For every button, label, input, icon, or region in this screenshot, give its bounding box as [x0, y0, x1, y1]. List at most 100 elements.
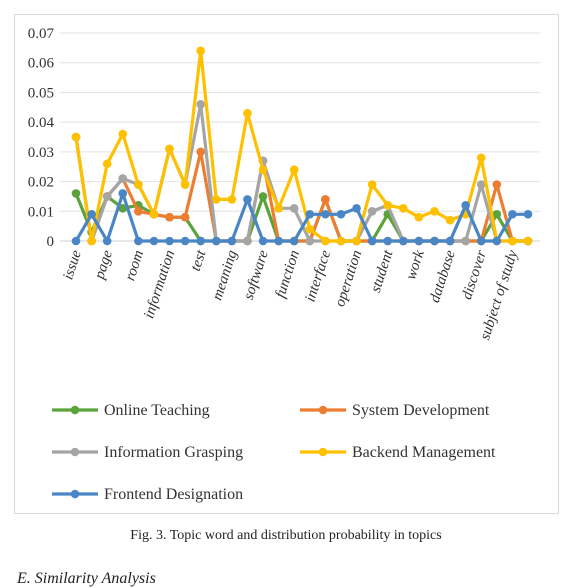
- data-point: [180, 212, 190, 222]
- legend-swatch-marker: [70, 405, 80, 415]
- data-point: [165, 236, 174, 246]
- data-point: [71, 132, 81, 142]
- data-point: [414, 236, 424, 246]
- legend-label: Online Teaching: [104, 402, 210, 419]
- data-point: [399, 236, 408, 246]
- data-point: [445, 236, 455, 246]
- legend-label: Frontend Designation: [104, 486, 243, 503]
- data-point: [492, 180, 502, 189]
- legend-label: System Development: [352, 402, 490, 419]
- y-tick-label: 0.06: [28, 56, 55, 72]
- data-point: [118, 204, 128, 213]
- data-point: [211, 195, 221, 204]
- y-tick-label: 0.03: [28, 145, 54, 161]
- data-point: [243, 236, 252, 246]
- legend-swatch-marker: [70, 447, 80, 457]
- y-tick-label: 0: [47, 234, 55, 250]
- data-point: [243, 108, 252, 118]
- data-point: [227, 195, 237, 204]
- data-point: [321, 236, 330, 246]
- data-point: [87, 236, 96, 246]
- data-point: [196, 236, 205, 246]
- y-tick-label: 0.02: [28, 175, 54, 191]
- data-point: [476, 236, 486, 246]
- data-point: [165, 212, 174, 222]
- data-point: [71, 236, 81, 246]
- x-tick-label: student: [368, 248, 397, 295]
- data-point: [430, 206, 439, 216]
- data-point: [321, 209, 330, 219]
- data-point: [383, 236, 393, 246]
- y-tick-label: 0.01: [28, 204, 54, 220]
- legend-swatch-marker: [70, 489, 80, 499]
- data-point: [383, 201, 393, 210]
- data-point: [258, 192, 268, 201]
- x-tick-label: function: [273, 248, 303, 300]
- data-point: [289, 236, 299, 246]
- legend-label: Information Grasping: [104, 444, 243, 461]
- x-tick-label: database: [427, 248, 459, 305]
- data-point: [289, 165, 299, 174]
- y-tick-label: 0.05: [28, 85, 54, 101]
- data-point: [71, 189, 81, 198]
- legend-swatch-marker: [318, 447, 328, 457]
- legend-swatch-marker: [318, 405, 328, 415]
- data-point: [305, 236, 315, 246]
- data-point: [243, 195, 252, 204]
- y-tick-label: 0.04: [28, 115, 55, 131]
- data-point: [227, 236, 237, 246]
- data-point: [461, 201, 470, 210]
- data-point: [508, 236, 517, 246]
- data-point: [492, 209, 502, 219]
- data-point: [165, 144, 174, 154]
- chart-frame: [14, 14, 559, 514]
- data-point: [523, 236, 533, 246]
- data-point: [118, 129, 128, 139]
- data-point: [367, 180, 377, 189]
- data-point: [102, 192, 112, 201]
- data-point: [305, 224, 315, 234]
- x-tick-label: software: [241, 248, 272, 302]
- data-point: [508, 209, 517, 219]
- data-point: [211, 236, 221, 246]
- data-point: [180, 236, 190, 246]
- data-point: [134, 236, 143, 246]
- data-point: [149, 236, 159, 246]
- data-point: [196, 147, 205, 157]
- x-tick-label: discover: [459, 248, 490, 301]
- line-chart: 0 0.01 0.02 0.03 0.04 0.05 0.06 0.07 issue page ro…: [28, 26, 540, 503]
- x-tick-label: meaning: [209, 248, 240, 303]
- data-point: [274, 204, 283, 213]
- x-tick-label: issue: [60, 248, 85, 282]
- data-point: [102, 236, 112, 246]
- data-point: [180, 180, 190, 189]
- data-point: [476, 180, 486, 189]
- data-point: [336, 209, 346, 219]
- x-tick-label: operation: [332, 248, 365, 308]
- x-tick-label: test: [188, 248, 210, 274]
- x-tick-label: work: [403, 248, 428, 282]
- data-point: [289, 204, 299, 213]
- data-point: [305, 209, 315, 219]
- x-tick-label: information: [141, 248, 178, 320]
- data-point: [118, 174, 128, 183]
- data-point: [430, 236, 439, 246]
- data-point: [258, 165, 268, 174]
- data-point: [196, 46, 205, 56]
- data-point: [134, 180, 143, 189]
- data-point: [492, 236, 502, 246]
- data-point: [445, 215, 455, 225]
- data-point: [118, 189, 128, 198]
- data-point: [196, 100, 205, 109]
- legend-label: Backend Management: [352, 444, 496, 461]
- data-point: [461, 236, 470, 246]
- data-point: [476, 153, 486, 163]
- data-point: [149, 209, 159, 219]
- data-point: [274, 236, 283, 246]
- data-point: [523, 209, 533, 219]
- y-tick-label: 0.07: [28, 26, 55, 42]
- data-point: [352, 204, 361, 213]
- data-point: [367, 206, 377, 216]
- data-point: [258, 236, 268, 246]
- data-point: [352, 236, 361, 246]
